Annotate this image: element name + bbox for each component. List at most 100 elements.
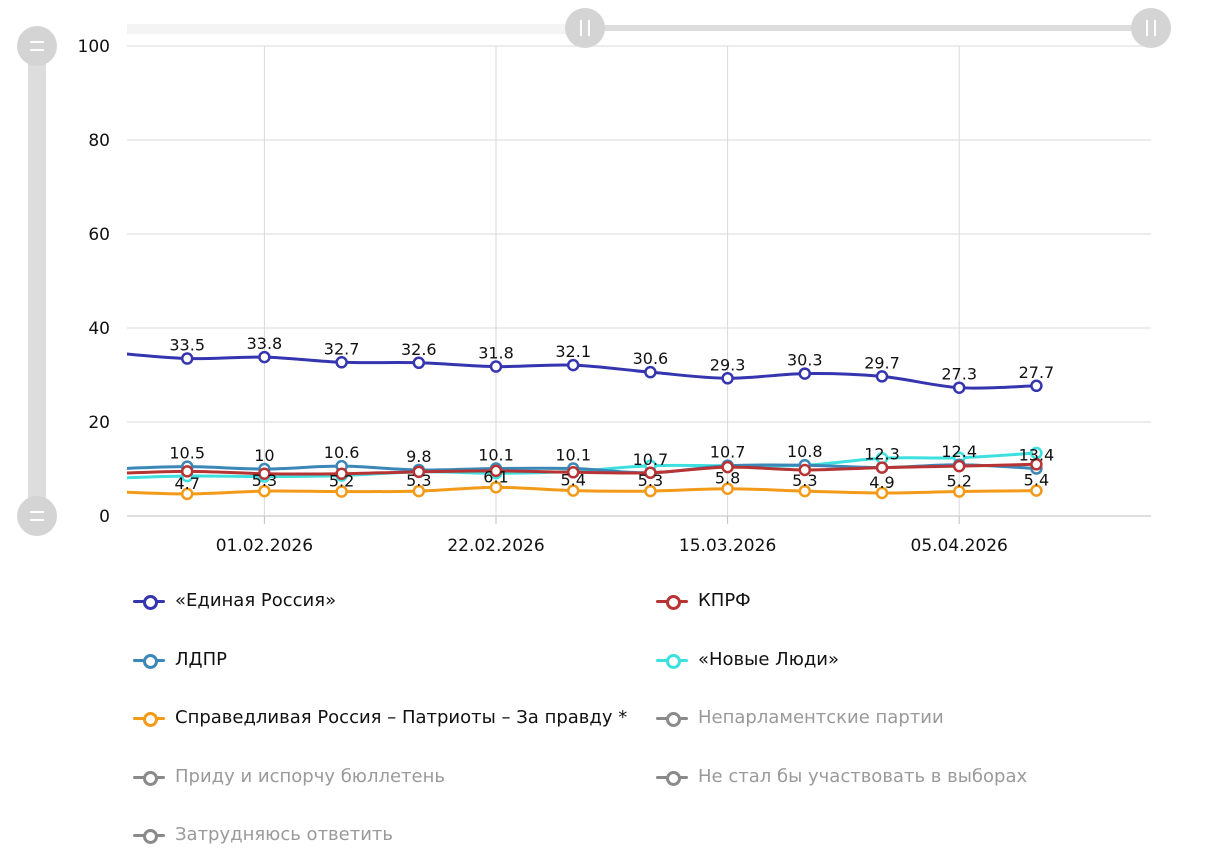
data-label: 27.3 <box>941 365 977 384</box>
data-point <box>721 482 734 495</box>
legend-label: «Единая Россия» <box>175 590 337 611</box>
data-point <box>258 350 271 364</box>
y-tick-label: 60 <box>88 225 110 245</box>
data-point <box>566 466 580 479</box>
data-point <box>875 486 889 500</box>
legend-item-ldpr[interactable]: ЛДПР <box>133 649 227 670</box>
data-label: 32.7 <box>324 339 360 358</box>
x-tick-label: 01.02.2026 <box>216 536 313 556</box>
horizontal-slider-right-handle[interactable] <box>1131 8 1171 48</box>
x-tick-label: 22.02.2026 <box>447 536 544 556</box>
horizontal-range-slider[interactable] <box>127 8 1171 48</box>
data-point <box>721 372 734 385</box>
legend-label: Справедливая Россия – Патриоты – За прав… <box>175 707 628 728</box>
legend-marker <box>133 711 165 727</box>
legend-item-spravedlivaya-rossiya[interactable]: Справедливая Россия – Патриоты – За прав… <box>133 707 627 728</box>
data-point <box>875 370 889 383</box>
data-point <box>180 465 194 478</box>
grid <box>127 45 1151 517</box>
legend-label: Не стал бы участвовать в выборах <box>698 766 1028 787</box>
series-layer <box>127 350 1043 501</box>
data-point <box>875 461 889 474</box>
legend-item-ne-uchastvovat[interactable]: Не стал бы участвовать в выборах <box>656 766 1027 787</box>
data-point <box>1030 458 1043 471</box>
legend-marker <box>133 828 165 844</box>
data-point <box>1030 484 1043 497</box>
data-label: 10.5 <box>169 444 205 463</box>
data-point <box>798 484 812 498</box>
horizontal-slider-track[interactable] <box>585 25 1151 31</box>
data-label: 10.1 <box>478 446 514 465</box>
y-tick-label: 40 <box>88 319 110 339</box>
data-point <box>258 484 271 498</box>
vertical-slider-top-handle[interactable] <box>17 26 57 66</box>
data-point <box>335 467 348 480</box>
vertical-slider-track[interactable] <box>28 46 46 516</box>
data-label: 29.3 <box>710 355 746 374</box>
series-0 <box>127 350 1043 394</box>
horizontal-slider-left-handle[interactable] <box>565 8 605 48</box>
legend-item-edinaya-rossiya[interactable]: «Единая Россия» <box>133 590 336 611</box>
data-label: 10.1 <box>555 446 591 465</box>
data-point <box>644 484 657 498</box>
legend-item-novye-lyudi[interactable]: «Новые Люди» <box>656 649 839 670</box>
data-label: 5.3 <box>792 471 817 490</box>
x-tick-label: 05.04.2026 <box>911 536 1008 556</box>
series-4 <box>127 481 1043 501</box>
data-point <box>335 485 348 498</box>
horizontal-slider-track-left[interactable] <box>127 24 587 34</box>
legend-label: КПРФ <box>698 590 751 611</box>
data-label: 5.2 <box>329 472 354 491</box>
data-label: 5.2 <box>946 472 971 491</box>
data-label: 5.3 <box>252 471 277 490</box>
legend-marker <box>133 594 165 610</box>
y-axis: 0 20 40 60 80 100 <box>78 37 110 527</box>
data-label: 5.3 <box>638 471 663 490</box>
legend-marker <box>656 594 688 610</box>
data-label: 12.3 <box>864 445 900 464</box>
x-tick-label: 15.03.2026 <box>679 536 776 556</box>
data-label: 29.7 <box>864 353 900 372</box>
legend-item-zatrudnyayus[interactable]: Затрудняюсь ответить <box>133 824 393 845</box>
data-label: 13.4 <box>1019 446 1055 465</box>
series-1 <box>127 458 1043 480</box>
data-label: 10 <box>254 446 274 465</box>
data-label: 10.6 <box>324 443 360 462</box>
vertical-slider-bottom-handle[interactable] <box>17 496 57 536</box>
y-tick-label: 0 <box>99 507 110 527</box>
data-point <box>644 365 657 379</box>
legend-label: «Новые Люди» <box>698 649 840 670</box>
data-label: 10.7 <box>633 450 669 469</box>
legend-label: Затрудняюсь ответить <box>175 824 394 845</box>
vertical-range-slider[interactable] <box>17 26 57 536</box>
data-point <box>412 356 426 370</box>
data-label: 5.8 <box>715 469 740 488</box>
data-point <box>412 465 426 479</box>
legend-item-kprf[interactable]: КПРФ <box>656 590 751 611</box>
data-label: 5.3 <box>406 471 431 490</box>
data-point <box>566 484 580 497</box>
data-point <box>489 481 503 494</box>
data-label: 30.3 <box>787 351 823 370</box>
data-label: 4.7 <box>174 474 199 493</box>
data-point <box>798 367 812 380</box>
legend-item-isporchu-byulleten[interactable]: Приду и испорчу бюллетень <box>133 766 445 787</box>
legend-label: Непарламентские партии <box>698 707 944 728</box>
data-point <box>721 460 734 474</box>
data-point <box>258 467 271 480</box>
y-tick-label: 80 <box>88 131 110 151</box>
data-label: 10.7 <box>710 443 746 462</box>
legend-marker <box>656 653 688 669</box>
y-tick-label: 20 <box>88 413 110 433</box>
data-point <box>489 360 503 373</box>
data-label: 5.4 <box>1024 471 1049 490</box>
data-point <box>180 352 194 365</box>
data-point <box>566 358 580 372</box>
data-label: 32.6 <box>401 340 437 359</box>
data-labels: 33.5 33.8 32.7 32.6 31.8 32.1 30.6 29.3 30.3 29.7… <box>169 334 1054 493</box>
data-point <box>1030 446 1043 460</box>
data-point <box>412 484 426 498</box>
legend-item-neparlamentskie[interactable]: Непарламентские партии <box>656 707 944 728</box>
data-label: 31.8 <box>478 344 514 363</box>
